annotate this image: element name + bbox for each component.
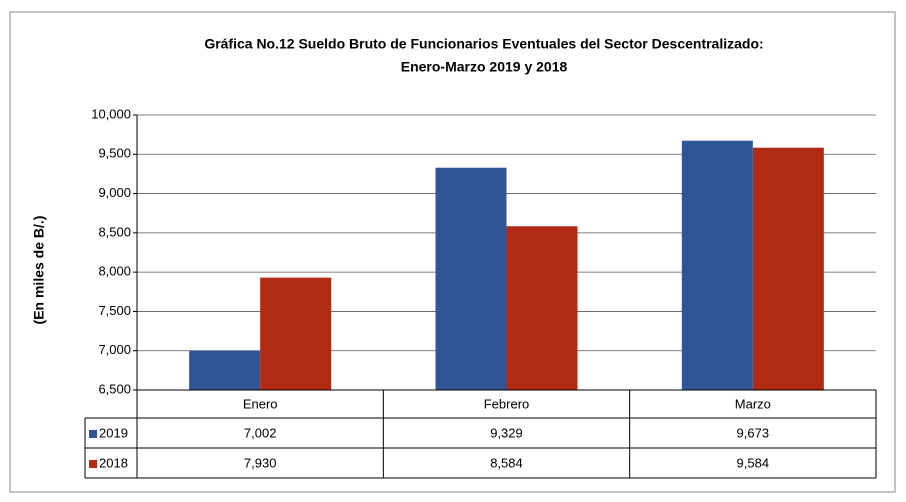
y-tick-label: 8,500 [98,224,131,239]
y-tick-label: 9,000 [98,185,131,200]
y-tick-label: 6,500 [98,381,131,396]
x-tick-label: Marzo [735,396,771,411]
y-tick-label: 8,000 [98,264,131,279]
chart-title: Gráfica No.12 Sueldo Bruto de Funcionari… [204,36,763,52]
table-value: 7,930 [244,455,277,470]
legend-swatch [89,460,97,468]
legend-swatch [89,430,97,438]
bar [506,226,578,390]
bar [260,277,332,390]
y-tick-label: 7,000 [98,342,131,357]
table-value: 9,329 [490,425,523,440]
table-value: 9,584 [737,455,770,470]
x-tick-label: Enero [243,396,278,411]
y-tick-label: 7,500 [98,303,131,318]
table-value: 7,002 [244,425,277,440]
y-tick-label: 9,500 [98,146,131,161]
bar [189,350,261,390]
bar [752,147,824,390]
y-tick-label: 10,000 [91,106,131,121]
table-value: 9,673 [737,425,770,440]
x-tick-label: Febrero [484,396,530,411]
table-value: 8,584 [490,455,523,470]
bar [435,167,507,390]
legend-label: 2018 [99,455,128,470]
chart-subtitle: Enero-Marzo 2019 y 2018 [401,59,568,75]
y-axis-label: (En miles de B/.) [31,216,47,325]
legend-label: 2019 [99,425,128,440]
bar [681,140,753,390]
